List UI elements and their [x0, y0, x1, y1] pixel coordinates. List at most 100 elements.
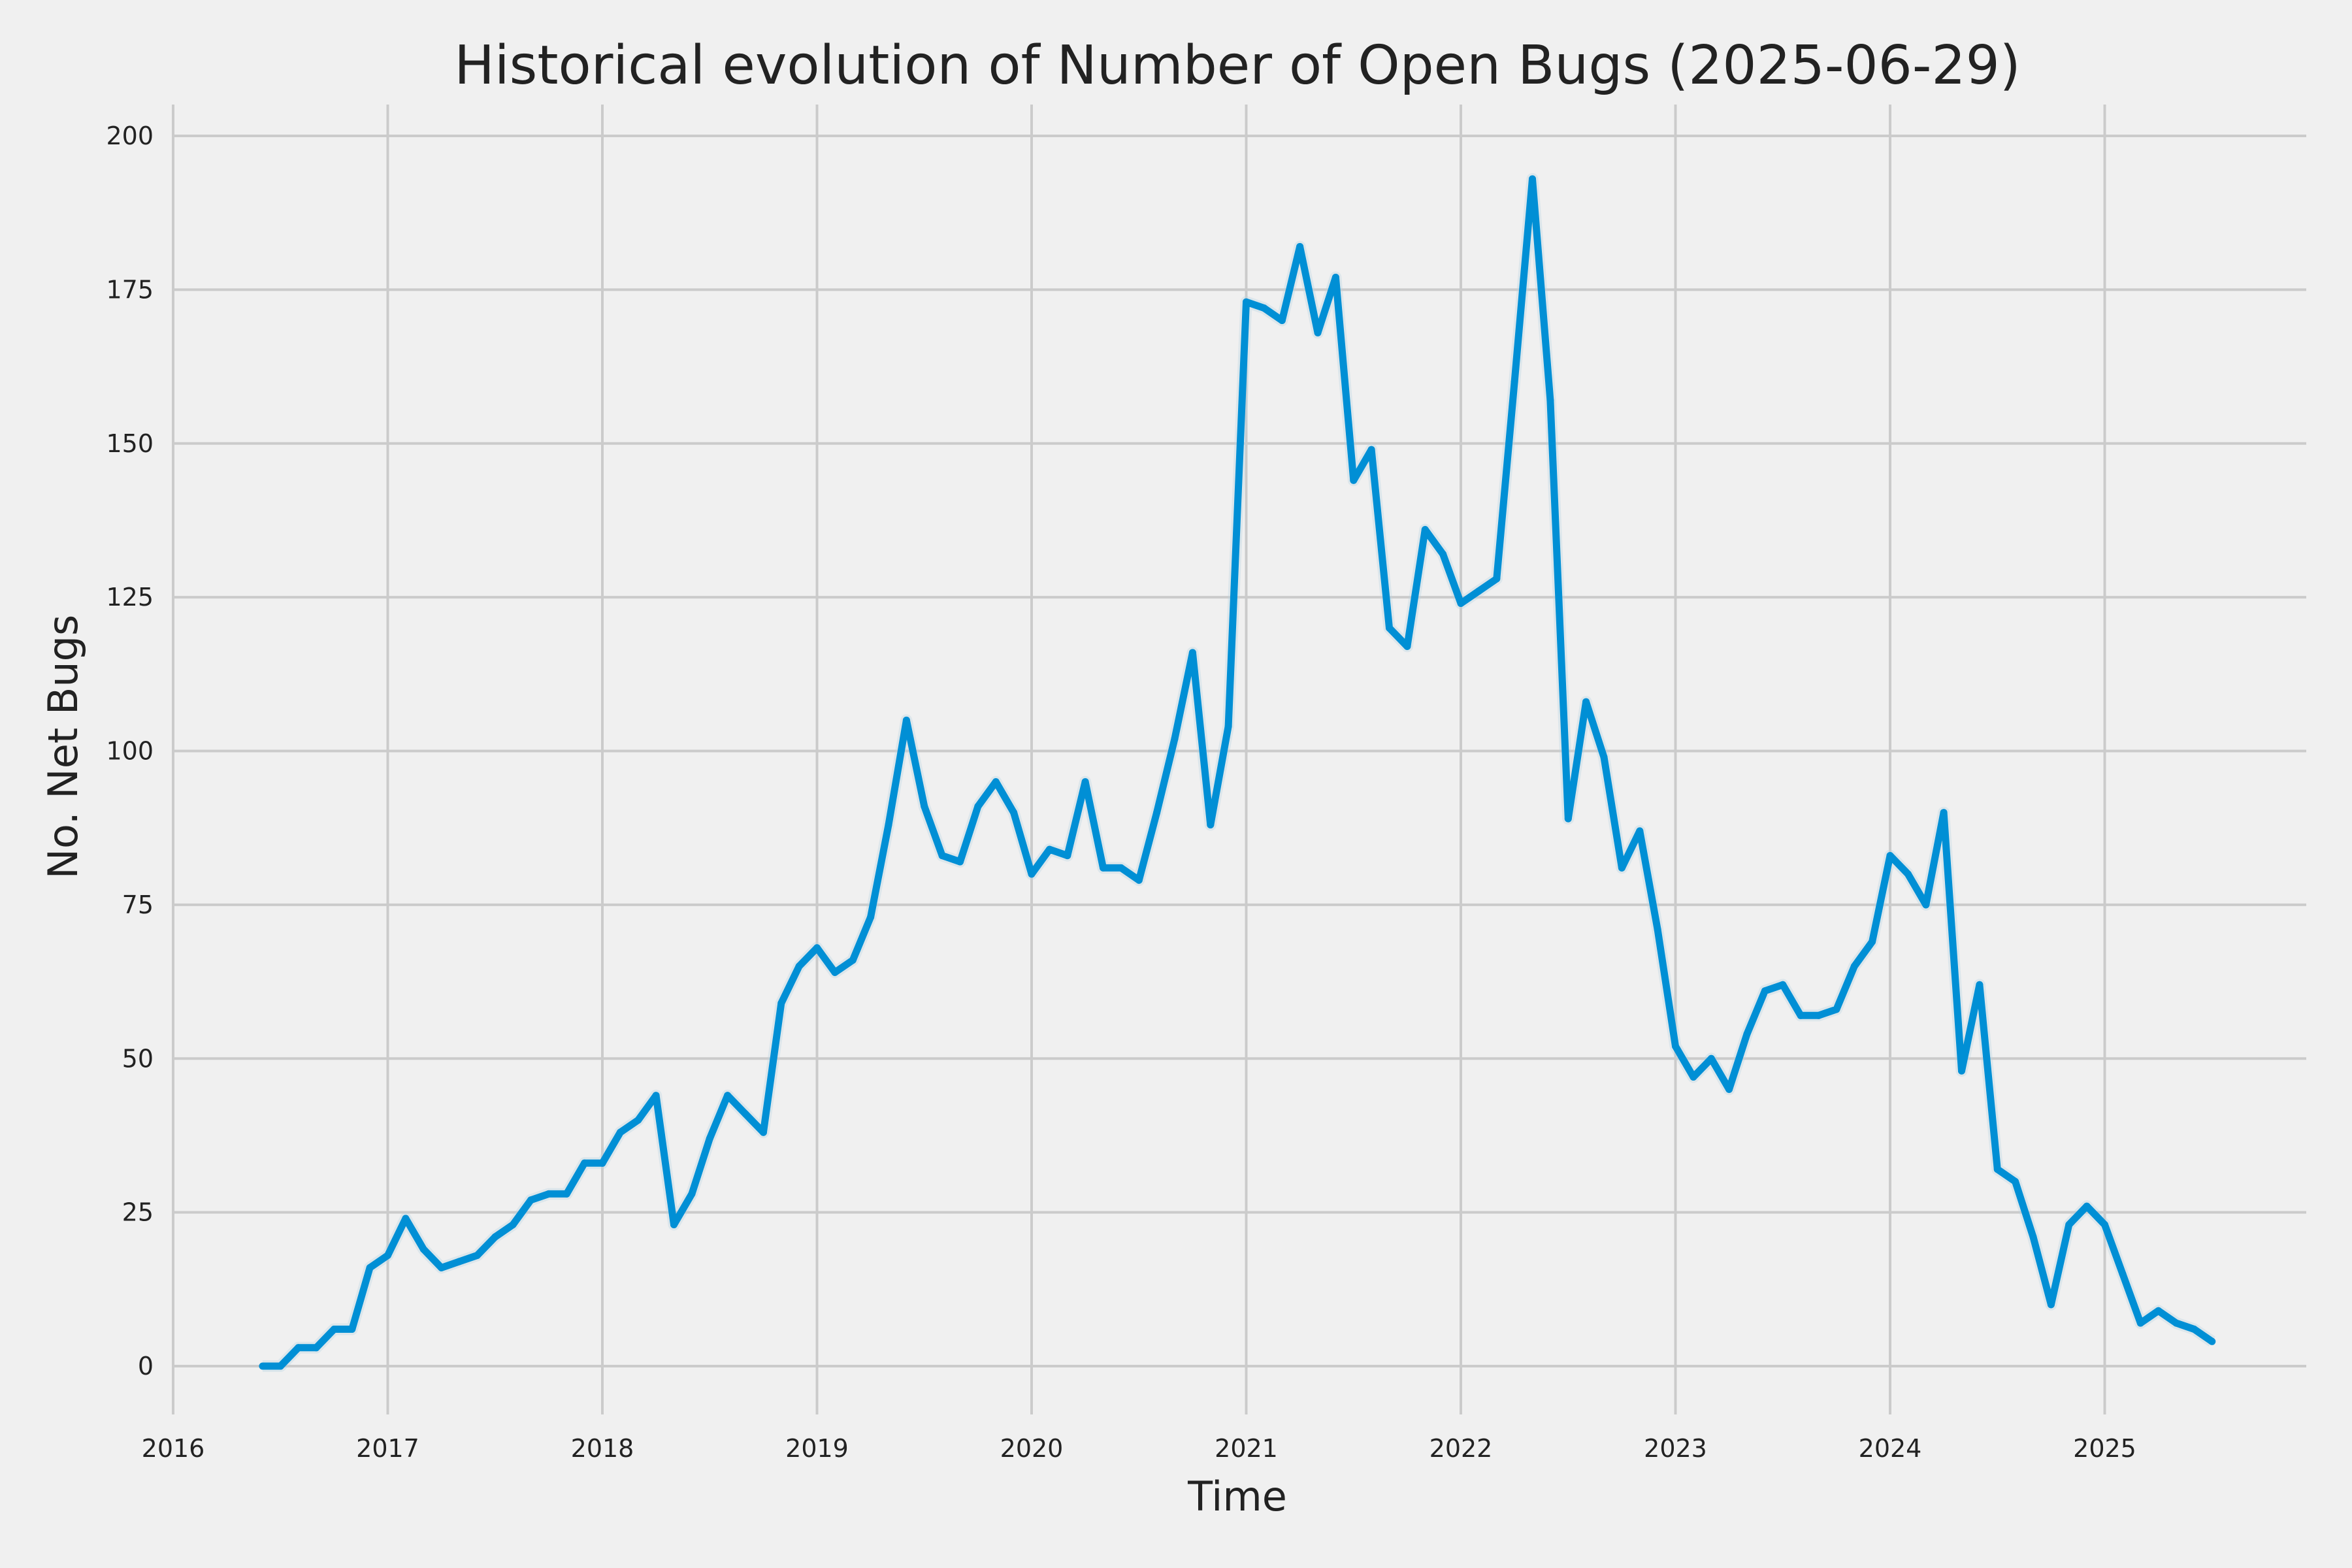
data-point — [2047, 1301, 2055, 1309]
data-point — [1904, 870, 1912, 878]
data-point — [777, 1000, 785, 1007]
data-point — [1045, 845, 1053, 853]
y-tick-label: 175 — [106, 275, 154, 304]
data-point — [1224, 723, 1232, 730]
data-point — [438, 1264, 446, 1271]
data-point — [1743, 1030, 1751, 1038]
x-tick-label: 2023 — [1644, 1434, 1707, 1463]
y-tick-label: 50 — [122, 1044, 154, 1073]
data-point — [867, 913, 875, 921]
x-tick-label: 2018 — [571, 1434, 634, 1463]
data-point — [902, 716, 910, 724]
data-point — [563, 1190, 570, 1198]
data-point — [276, 1362, 284, 1370]
data-point — [2190, 1326, 2198, 1333]
y-tick-label: 0 — [138, 1352, 154, 1380]
data-point — [2012, 1178, 2019, 1185]
data-point — [1010, 809, 1018, 817]
data-point — [1386, 624, 1393, 632]
data-point — [1654, 926, 1661, 933]
data-point — [509, 1221, 517, 1228]
data-point — [1100, 864, 1107, 872]
data-point — [1243, 298, 1250, 306]
data-point — [527, 1196, 534, 1204]
data-point — [1135, 876, 1143, 884]
data-point — [921, 802, 928, 810]
y-tick-label: 25 — [122, 1198, 154, 1227]
data-point — [2101, 1221, 2108, 1228]
y-tick-label: 100 — [106, 737, 154, 766]
data-point — [938, 852, 946, 860]
data-point — [1869, 938, 1876, 945]
data-point — [1314, 329, 1322, 336]
data-point — [670, 1221, 678, 1228]
data-point — [402, 1215, 410, 1222]
data-point — [1296, 243, 1304, 250]
data-point — [1600, 753, 1608, 761]
data-point — [2172, 1319, 2180, 1327]
data-point — [652, 1092, 660, 1100]
data-point — [831, 968, 839, 976]
y-tick-labels: 0 25 50 75 100 125 150 175 200 — [106, 122, 154, 1380]
data-point — [706, 1135, 713, 1143]
data-point — [491, 1233, 499, 1241]
data-point — [1403, 642, 1411, 650]
x-tick-labels: 2016 2017 2018 2019 2020 2021 2022 2023 2024 2025 — [142, 1434, 2136, 1463]
x-tick-label: 2019 — [785, 1434, 849, 1463]
data-point — [1475, 587, 1482, 595]
data-point — [2029, 1233, 2037, 1241]
data-point — [1636, 827, 1644, 835]
data-point — [2155, 1307, 2163, 1315]
data-point — [1833, 1005, 1840, 1013]
data-point — [616, 1128, 624, 1136]
data-point — [742, 1110, 749, 1118]
data-point — [455, 1258, 463, 1266]
data-point — [419, 1245, 427, 1253]
x-axis-title: Time — [1187, 1473, 1287, 1520]
data-point — [1457, 600, 1465, 607]
data-point — [1188, 649, 1196, 657]
data-point — [1797, 1011, 1805, 1019]
data-point — [1546, 397, 1554, 404]
data-point — [1260, 304, 1268, 312]
x-tick-label: 2017 — [356, 1434, 419, 1463]
data-point — [759, 1128, 767, 1136]
data-point — [2136, 1319, 2144, 1327]
data-point — [1672, 1042, 1679, 1050]
series-layer — [259, 172, 2216, 1372]
data-point — [849, 956, 857, 964]
data-point — [330, 1326, 338, 1333]
data-point — [1331, 274, 1339, 281]
y-axis-title: No. Net Bugs — [39, 615, 87, 879]
data-point — [1439, 550, 1447, 558]
data-point — [1690, 1073, 1697, 1081]
data-point — [1207, 821, 1215, 828]
data-point — [1117, 864, 1125, 872]
data-point — [1940, 809, 1948, 817]
y-gridlines — [173, 135, 2306, 1367]
y-tick-label: 200 — [106, 122, 154, 150]
x-tick-label: 2020 — [1000, 1434, 1064, 1463]
data-point — [1171, 735, 1179, 743]
data-point — [1511, 378, 1518, 386]
y-tick-label: 150 — [106, 429, 154, 458]
data-point — [1707, 1054, 1715, 1062]
data-point — [473, 1252, 481, 1259]
data-point — [1529, 175, 1536, 183]
data-point — [1582, 698, 1590, 706]
data-point — [581, 1159, 589, 1167]
data-point — [384, 1252, 391, 1259]
data-point — [1064, 852, 1071, 860]
y-tick-label: 75 — [122, 890, 154, 919]
data-point — [545, 1190, 553, 1198]
data-point — [312, 1344, 320, 1352]
chart-title: Historical evolution of Number of Open B… — [454, 35, 2021, 97]
x-tick-label: 2021 — [1215, 1434, 1278, 1463]
data-point — [1958, 1067, 1965, 1075]
data-point — [2119, 1270, 2127, 1278]
data-point — [2208, 1337, 2216, 1345]
data-point — [1922, 901, 1930, 909]
data-point — [1976, 981, 1984, 988]
data-point — [885, 821, 892, 828]
